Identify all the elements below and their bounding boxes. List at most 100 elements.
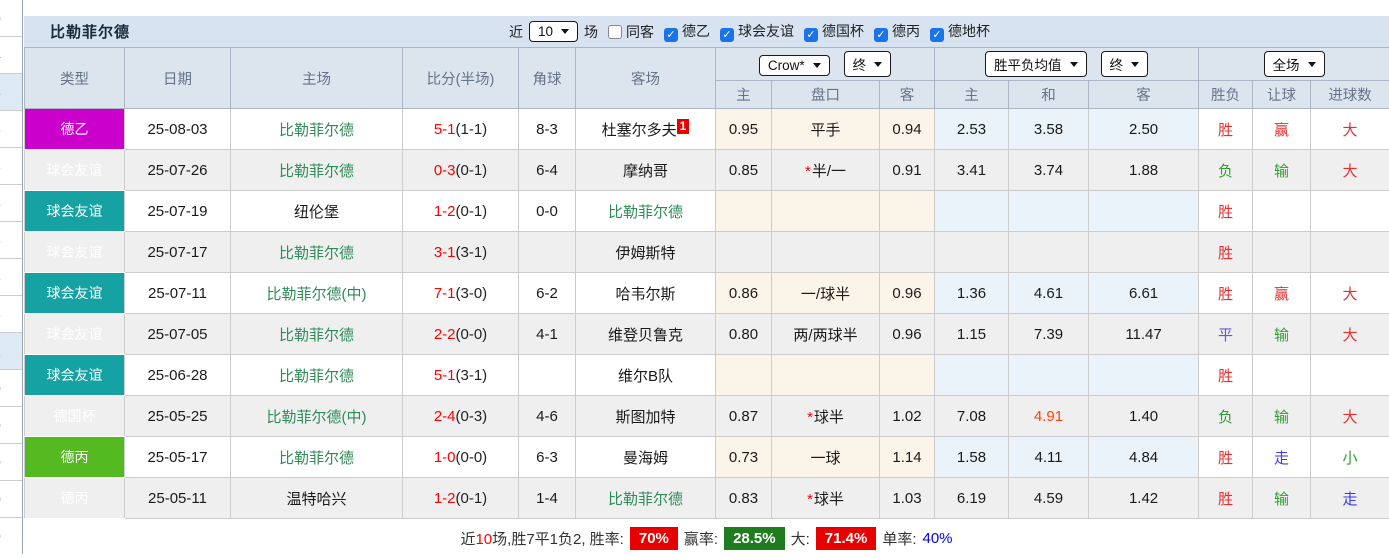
fulltime-score: 1-0 <box>434 449 456 466</box>
result-cell: 胜 <box>1199 232 1253 273</box>
halftime-score: (0-0) <box>456 326 488 343</box>
league-checkbox[interactable]: ✓ <box>720 28 734 42</box>
avg-home-cell <box>935 191 1009 232</box>
goals-result-cell: 大 <box>1311 314 1389 355</box>
odds-source-value: Crow* <box>768 58 805 73</box>
avg-draw-cell <box>1009 355 1089 396</box>
avg-away-cell: 6.61 <box>1089 273 1199 314</box>
away-team-cell: 比勒菲尔德 <box>576 191 716 232</box>
match-count-select[interactable]: 10 <box>529 21 578 42</box>
chevron-down-icon <box>874 62 882 67</box>
league-checkbox[interactable]: ✓ <box>804 28 818 42</box>
league-checkbox[interactable]: ✓ <box>930 28 944 42</box>
match-count-value: 10 <box>538 24 553 39</box>
avg-home-cell: 1.15 <box>935 314 1009 355</box>
avg-away-cell: 1.42 <box>1089 478 1199 519</box>
table-row: 球会友谊 25-06-28 比勒菲尔德 5-1(3-1) 维尔B队 胜 <box>25 355 1389 396</box>
avg-draw-cell: 3.58 <box>1009 109 1089 150</box>
league-label: 球会友谊 <box>738 23 794 39</box>
fulltime-score: 2-4 <box>434 408 456 425</box>
same-away-checkbox[interactable] <box>608 25 622 39</box>
handicap-line-cell <box>772 355 880 396</box>
away-team-link[interactable]: 伊姆斯特 <box>615 245 675 262</box>
league-checkbox[interactable]: ✓ <box>874 28 888 42</box>
avg-source-select[interactable]: 胜平负均值 <box>985 51 1087 77</box>
fulltime-score: 5-1 <box>434 121 456 138</box>
match-type-cell: 德丙 <box>25 437 125 478</box>
underdog-star-icon: * <box>807 491 813 508</box>
home-team-link[interactable]: 比勒菲尔德 <box>279 327 354 344</box>
odds-away-cell: 1.03 <box>880 478 935 519</box>
home-team-cell: 比勒菲尔德 <box>231 150 403 191</box>
odds-home-cell: 0.83 <box>716 478 772 519</box>
home-team-link[interactable]: 比勒菲尔德 <box>279 368 354 385</box>
fulltime-score: 0-3 <box>434 162 456 179</box>
odds-away-cell: 1.02 <box>880 396 935 437</box>
sliver-row: 8 <box>0 74 22 111</box>
home-team-link[interactable]: 比勒菲尔德 <box>279 245 354 262</box>
underdog-star-icon: * <box>805 163 811 180</box>
away-team-link[interactable]: 维登贝鲁克 <box>608 327 683 344</box>
handicap-line-cell: 一球 <box>772 437 880 478</box>
date-cell: 25-06-28 <box>125 355 231 396</box>
col-header-odds-home: 主 <box>716 81 772 109</box>
sliver-row: 0 <box>0 518 22 554</box>
halftime-score: (0-1) <box>456 162 488 179</box>
filter-bar: 近 10 场 同客 ✓德乙✓球会友谊✓德国杯✓德丙✓德地杯 <box>508 16 991 47</box>
goals-result-cell <box>1311 232 1389 273</box>
odds-away-cell <box>880 232 935 273</box>
home-team-link[interactable]: 纽伦堡 <box>294 204 339 221</box>
home-team-link[interactable]: 温特哈兴 <box>286 491 346 508</box>
home-team-link[interactable]: 比勒菲尔德 <box>279 122 354 139</box>
handicap-result-cell: 输 <box>1253 150 1311 191</box>
avg-away-cell: 4.84 <box>1089 437 1199 478</box>
away-team-link[interactable]: 比勒菲尔德 <box>608 204 683 221</box>
top-gap <box>24 0 1389 16</box>
result-cell: 负 <box>1199 150 1253 191</box>
result-cell: 胜 <box>1199 273 1253 314</box>
away-team-link[interactable]: 摩纳哥 <box>623 163 668 180</box>
odds-time-select[interactable]: 终 <box>844 51 892 77</box>
avg-time-select[interactable]: 终 <box>1101 51 1149 77</box>
scope-select[interactable]: 全场 <box>1264 51 1325 77</box>
league-checkbox[interactable]: ✓ <box>664 28 678 42</box>
home-team-cell: 比勒菲尔德 <box>231 437 403 478</box>
match-type-cell: 球会友谊 <box>25 355 125 396</box>
result-cell: 胜 <box>1199 437 1253 478</box>
col-header-odds-line: 盘口 <box>772 81 880 109</box>
away-team-cell: 曼海姆 <box>576 437 716 478</box>
away-team-link[interactable]: 斯图加特 <box>615 409 675 426</box>
chevron-down-icon <box>813 63 821 68</box>
col-header-result: 胜负 <box>1199 81 1253 109</box>
fulltime-score: 1-2 <box>434 490 456 507</box>
away-team-link[interactable]: 比勒菲尔德 <box>608 491 683 508</box>
away-team-link[interactable]: 曼海姆 <box>623 450 668 467</box>
avg-home-cell: 2.53 <box>935 109 1009 150</box>
table-row: 德丙 25-05-11 温特哈兴 1-2(0-1) 1-4 比勒菲尔德 0.83… <box>25 478 1389 519</box>
away-team-link[interactable]: 维尔B队 <box>618 368 673 385</box>
avg-away-cell <box>1089 191 1199 232</box>
away-team-link[interactable]: 杜塞尔多夫 <box>602 122 677 139</box>
halftime-score: (0-0) <box>456 449 488 466</box>
date-cell: 25-07-17 <box>125 232 231 273</box>
home-team-link[interactable]: 比勒菲尔德 <box>279 163 354 180</box>
home-team-link[interactable]: 比勒菲尔德(中) <box>267 286 367 303</box>
avg-away-cell <box>1089 232 1199 273</box>
avg-home-cell <box>935 232 1009 273</box>
avg-controls: 胜平负均值 终 <box>935 48 1199 81</box>
sliver-row: 0 <box>0 0 22 37</box>
handicap-line-text: 一/球半 <box>801 286 850 303</box>
corner-cell: 1-4 <box>519 478 576 519</box>
same-away-label: 同客 <box>626 22 654 42</box>
away-team-link[interactable]: 哈韦尔斯 <box>615 286 675 303</box>
big-rate-badge: 71.4% <box>816 527 877 550</box>
odds-source-select[interactable]: Crow* <box>759 55 830 76</box>
home-team-link[interactable]: 比勒菲尔德(中) <box>267 409 367 426</box>
home-team-link[interactable]: 比勒菲尔德 <box>279 450 354 467</box>
col-header-handicap: 让球 <box>1253 81 1311 109</box>
odds-away-cell <box>880 355 935 396</box>
handicap-line-cell: 一/球半 <box>772 273 880 314</box>
chevron-down-icon <box>1131 62 1139 67</box>
handicap-result-cell: 走 <box>1253 437 1311 478</box>
odds-away-cell: 0.96 <box>880 314 935 355</box>
